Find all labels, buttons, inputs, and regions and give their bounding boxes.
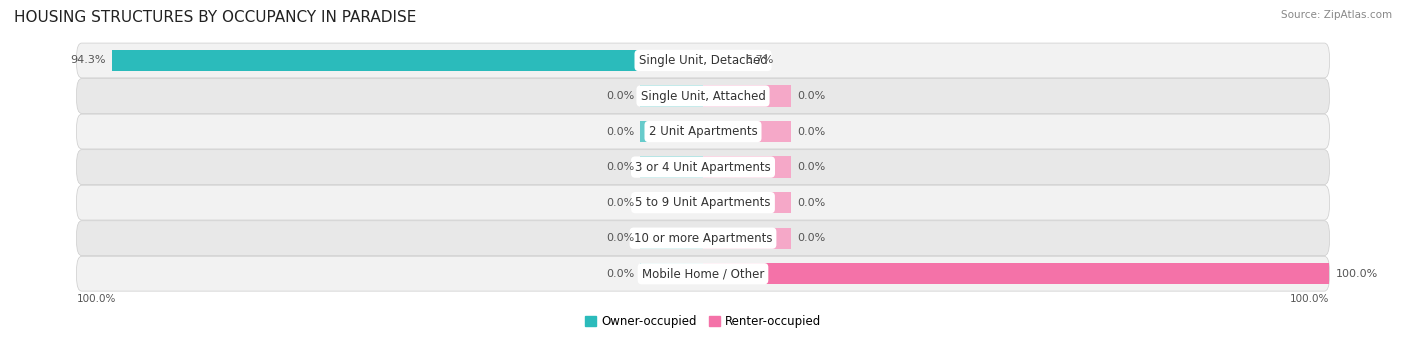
Text: Single Unit, Detached: Single Unit, Detached	[638, 54, 768, 67]
Text: Mobile Home / Other: Mobile Home / Other	[641, 267, 765, 280]
Text: 94.3%: 94.3%	[70, 56, 105, 65]
Text: HOUSING STRUCTURES BY OCCUPANCY IN PARADISE: HOUSING STRUCTURES BY OCCUPANCY IN PARAD…	[14, 10, 416, 25]
Text: 100.0%: 100.0%	[1289, 294, 1329, 304]
Bar	[703, 263, 1329, 284]
Bar	[640, 85, 703, 107]
Bar	[703, 227, 790, 249]
Text: 0.0%: 0.0%	[797, 162, 825, 172]
Text: 0.0%: 0.0%	[606, 162, 634, 172]
FancyBboxPatch shape	[76, 221, 1330, 256]
Text: 0.0%: 0.0%	[606, 127, 634, 136]
FancyBboxPatch shape	[76, 256, 1330, 291]
Bar	[640, 121, 703, 142]
Bar	[640, 227, 703, 249]
Text: 0.0%: 0.0%	[606, 269, 634, 279]
Text: 0.0%: 0.0%	[797, 127, 825, 136]
Text: Single Unit, Attached: Single Unit, Attached	[641, 89, 765, 103]
Text: 0.0%: 0.0%	[606, 198, 634, 208]
Text: 10 or more Apartments: 10 or more Apartments	[634, 232, 772, 245]
FancyBboxPatch shape	[76, 114, 1330, 149]
Text: 5.7%: 5.7%	[745, 56, 773, 65]
Bar	[703, 85, 790, 107]
Text: 5 to 9 Unit Apartments: 5 to 9 Unit Apartments	[636, 196, 770, 209]
FancyBboxPatch shape	[76, 43, 1330, 78]
Bar	[703, 157, 790, 178]
Text: 0.0%: 0.0%	[606, 91, 634, 101]
Text: 2 Unit Apartments: 2 Unit Apartments	[648, 125, 758, 138]
Text: 0.0%: 0.0%	[797, 198, 825, 208]
Bar	[703, 50, 738, 71]
FancyBboxPatch shape	[76, 185, 1330, 220]
Text: Source: ZipAtlas.com: Source: ZipAtlas.com	[1281, 10, 1392, 20]
Text: 0.0%: 0.0%	[797, 91, 825, 101]
Bar	[112, 50, 703, 71]
Text: 100.0%: 100.0%	[77, 294, 117, 304]
Bar	[703, 121, 790, 142]
FancyBboxPatch shape	[76, 150, 1330, 184]
Legend: Owner-occupied, Renter-occupied: Owner-occupied, Renter-occupied	[579, 310, 827, 333]
Text: 100.0%: 100.0%	[1336, 269, 1378, 279]
Bar	[640, 263, 703, 284]
Bar	[703, 192, 790, 213]
Text: 3 or 4 Unit Apartments: 3 or 4 Unit Apartments	[636, 161, 770, 174]
Bar	[640, 192, 703, 213]
Text: 0.0%: 0.0%	[606, 233, 634, 243]
Bar	[640, 157, 703, 178]
Text: 0.0%: 0.0%	[797, 233, 825, 243]
FancyBboxPatch shape	[76, 78, 1330, 114]
